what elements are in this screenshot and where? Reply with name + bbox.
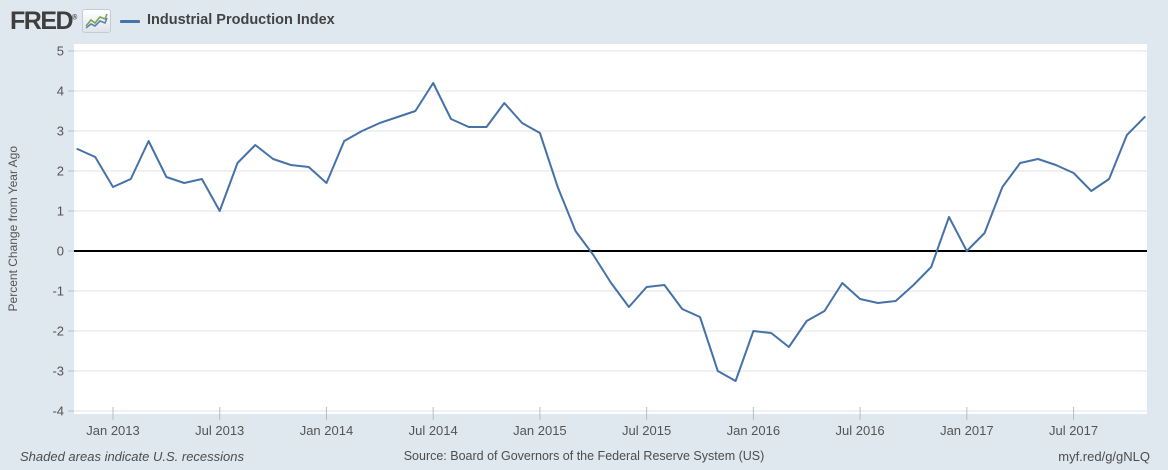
recession-note: Shaded areas indicate U.S. recessions: [20, 448, 245, 464]
y-tick-label: 1: [57, 204, 64, 219]
plot-canvas[interactable]: 5 4 3 2 1 0 -1 -2 -3 -4 Jan 2013 Jul 2013 Jan 2014 Ju…: [0, 44, 1168, 440]
x-tick-label: Jan 2013: [86, 423, 140, 438]
y-tick-label: 4: [57, 84, 64, 99]
x-tick-label: Jul 2014: [409, 423, 458, 438]
y-tick-label: 0: [57, 244, 64, 259]
source-note: Source: Board of Governors of the Federa…: [403, 449, 765, 463]
x-tick-label: Jan 2015: [513, 423, 567, 438]
series-title: Industrial Production Index: [147, 12, 335, 28]
x-tick-label: Jan 2017: [940, 423, 994, 438]
x-tick-label: Jan 2016: [727, 423, 781, 438]
legend-swatch: [120, 20, 140, 23]
chart-footer: Shaded areas indicate U.S. recessions So…: [0, 443, 1168, 469]
x-tick-label: Jul 2016: [836, 423, 885, 438]
x-tick-label: Jul 2013: [195, 423, 244, 438]
y-tick-label: -4: [52, 404, 64, 419]
short-url-link[interactable]: myf.red/g/gNLQ: [1058, 448, 1150, 464]
x-tick-label: Jul 2017: [1049, 423, 1098, 438]
y-tick-label: 3: [57, 124, 64, 139]
y-tick-label: 5: [57, 44, 64, 59]
y-tick-label: 2: [57, 164, 64, 179]
plot-area[interactable]: [74, 44, 1147, 414]
y-tick-label: -3: [52, 364, 64, 379]
series-line: [76, 82, 1146, 382]
y-tick-label: -1: [52, 284, 64, 299]
x-tick-label: Jul 2015: [622, 423, 671, 438]
y-tick-label: -2: [52, 324, 64, 339]
x-tick-label: Jan 2014: [300, 423, 354, 438]
chart-header: FRED® Industrial Production Index: [0, 0, 1168, 44]
sparkline-icon: [82, 9, 111, 33]
fred-logo[interactable]: FRED®: [10, 7, 78, 35]
registered-mark-icon: ®: [72, 14, 78, 22]
